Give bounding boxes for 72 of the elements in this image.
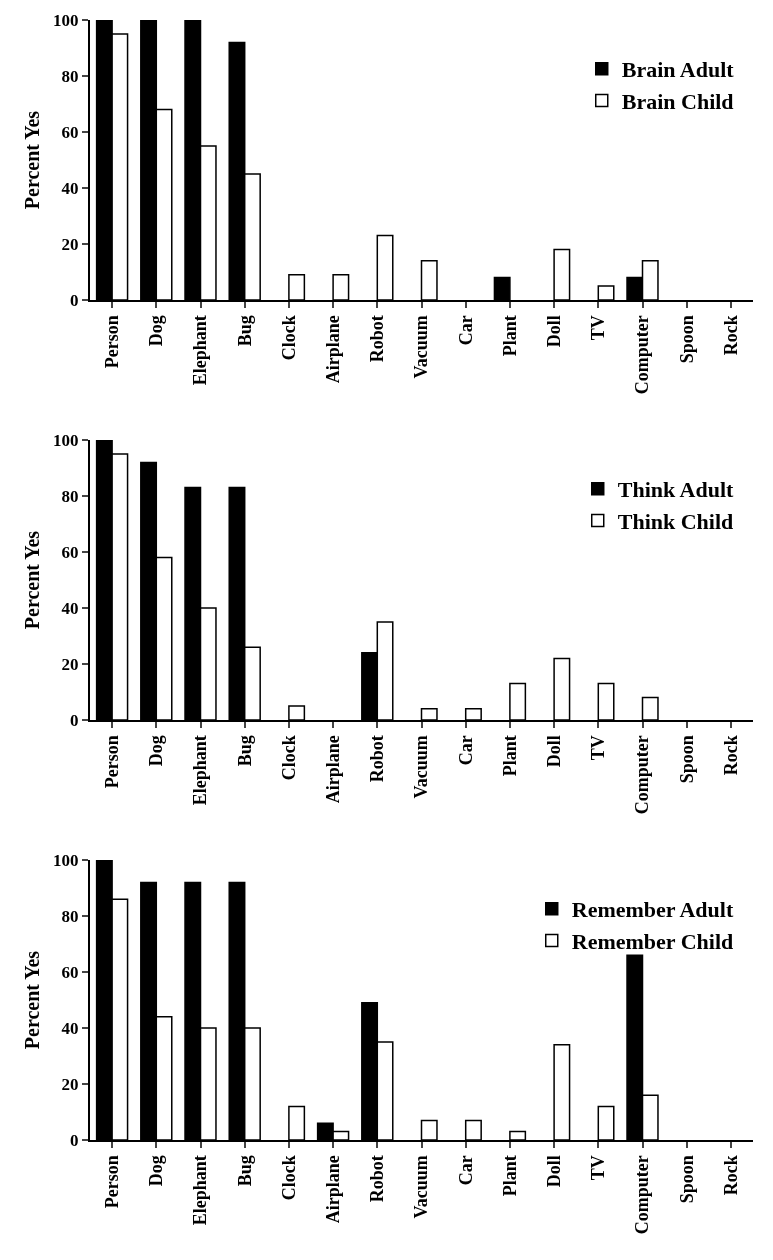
x-tick-label: Computer <box>632 1155 653 1235</box>
x-tick-label: Robot <box>367 735 388 783</box>
x-tick-label: Vacuum <box>411 315 432 379</box>
y-tick-label: 60 <box>61 542 79 562</box>
x-tick-label: Airplane <box>322 735 343 804</box>
x-tick-label: Doll <box>543 315 564 348</box>
x-tick-label: Car <box>455 735 476 766</box>
legend-label: Brain Child <box>621 88 734 114</box>
x-tick-label: Dog <box>146 1155 167 1187</box>
x-tick-label: Robot <box>367 1155 388 1203</box>
x-tick-label: Vacuum <box>411 1155 432 1219</box>
y-tick-label: 80 <box>61 906 79 926</box>
x-tick-label: Dog <box>146 735 167 767</box>
x-tick-label: Clock <box>278 1155 299 1201</box>
y-tick-label: 40 <box>61 598 79 618</box>
x-tick-label: Plant <box>499 315 520 357</box>
x-tick-label: Doll <box>543 735 564 768</box>
x-tick-label: Rock <box>720 735 741 776</box>
y-tick-label: 40 <box>61 1018 79 1038</box>
x-tick-label: Clock <box>278 315 299 361</box>
y-tick-label: 100 <box>53 10 79 30</box>
legend-label: Think Adult <box>617 477 734 503</box>
y-tick-label: 20 <box>61 654 79 674</box>
y-tick-label: 60 <box>61 122 79 142</box>
x-tick-label: Bug <box>234 1155 255 1187</box>
y-tick-label: 20 <box>61 234 79 254</box>
legend-label: Brain Adult <box>621 57 735 83</box>
x-tick-label: Plant <box>499 735 520 777</box>
x-tick-label: Doll <box>543 1155 564 1188</box>
x-tick-label: Bug <box>234 735 255 767</box>
x-tick-label: Robot <box>367 315 388 363</box>
x-tick-label: Computer <box>632 735 653 815</box>
y-tick-label: 0 <box>70 710 79 730</box>
y-axis-title: Percent Yes <box>21 110 43 210</box>
y-tick-label: 80 <box>61 66 79 86</box>
y-tick-label: 80 <box>61 486 79 506</box>
x-tick-label: Person <box>101 735 122 789</box>
y-tick-label: 100 <box>53 430 79 450</box>
y-axis-title: Percent Yes <box>21 530 43 630</box>
x-tick-label: Airplane <box>322 1155 343 1224</box>
x-tick-label: Spoon <box>676 735 697 784</box>
x-tick-label: Spoon <box>676 1155 697 1204</box>
legend-label: Remember Adult <box>571 897 734 923</box>
y-tick-label: 60 <box>61 962 79 982</box>
x-tick-label: Person <box>101 315 122 369</box>
y-axis-title: Percent Yes <box>21 950 43 1050</box>
y-tick-label: 0 <box>70 1130 79 1150</box>
x-tick-label: Elephant <box>190 315 211 386</box>
x-tick-label: Bug <box>234 315 255 347</box>
y-tick-label: 100 <box>53 850 79 870</box>
x-tick-label: TV <box>588 735 609 761</box>
x-tick-label: Person <box>101 1155 122 1209</box>
x-tick-label: Computer <box>632 315 653 395</box>
x-tick-label: Car <box>455 315 476 346</box>
y-tick-label: 40 <box>61 178 79 198</box>
x-tick-label: TV <box>588 315 609 341</box>
x-tick-label: Elephant <box>190 735 211 806</box>
y-tick-label: 0 <box>70 290 79 310</box>
x-tick-label: Rock <box>720 315 741 356</box>
x-tick-label: Dog <box>146 315 167 347</box>
y-tick-label: 20 <box>61 1074 79 1094</box>
x-tick-label: Airplane <box>322 315 343 384</box>
x-tick-label: TV <box>588 1155 609 1181</box>
x-tick-label: Elephant <box>190 1155 211 1226</box>
x-tick-label: Car <box>455 1155 476 1186</box>
x-tick-label: Vacuum <box>411 735 432 799</box>
legend-label: Remember Child <box>571 928 734 954</box>
x-tick-label: Rock <box>720 1155 741 1196</box>
x-tick-label: Plant <box>499 1155 520 1197</box>
legend-label: Think Child <box>617 508 734 534</box>
x-tick-label: Spoon <box>676 315 697 364</box>
x-tick-label: Clock <box>278 735 299 781</box>
